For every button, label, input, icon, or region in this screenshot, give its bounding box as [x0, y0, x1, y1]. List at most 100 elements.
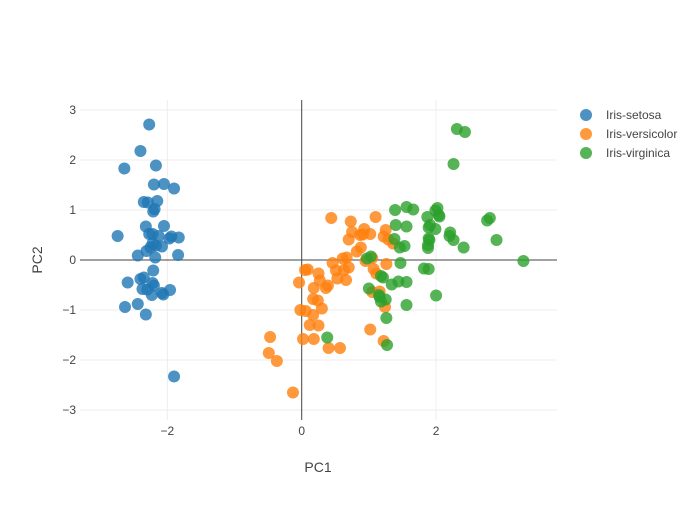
- iris-versicolor-point[interactable]: [299, 264, 312, 276]
- iris-virginica-point[interactable]: [407, 203, 420, 216]
- iris-virginica-point[interactable]: [458, 126, 471, 138]
- iris-virginica-point[interactable]: [389, 204, 402, 216]
- legend-item-iris-virginica[interactable]: Iris-virginica: [580, 146, 670, 160]
- legend-item-iris-versicolor[interactable]: Iris-versicolor: [580, 127, 677, 141]
- iris-virginica-point[interactable]: [422, 242, 435, 254]
- iris-virginica-point[interactable]: [400, 220, 413, 233]
- iris-versicolor-point[interactable]: [303, 319, 316, 331]
- y-tick-label: 0: [69, 253, 76, 267]
- iris-setosa-point[interactable]: [118, 162, 131, 175]
- iris-virginica-point[interactable]: [430, 289, 443, 302]
- iris-virginica-point[interactable]: [364, 250, 377, 263]
- iris-virginica-point[interactable]: [381, 339, 394, 351]
- legend[interactable]: Iris-setosa Iris-versicolor Iris-virginica: [580, 108, 677, 160]
- iris-setosa-point[interactable]: [147, 264, 160, 277]
- iris-virginica-point[interactable]: [400, 276, 413, 288]
- iris-setosa-point[interactable]: [143, 118, 156, 131]
- y-tick-label: −1: [62, 303, 76, 317]
- iris-versicolor-point[interactable]: [299, 305, 312, 317]
- iris-setosa-point[interactable]: [134, 145, 147, 157]
- iris-versicolor-point[interactable]: [364, 323, 377, 336]
- iris-virginica-point[interactable]: [447, 158, 460, 170]
- iris-versicolor-point[interactable]: [333, 342, 346, 354]
- iris-versicolor-point[interactable]: [350, 245, 363, 258]
- iris-setosa-point[interactable]: [168, 182, 181, 195]
- iris-setosa-point[interactable]: [155, 240, 168, 253]
- iris-setosa-point[interactable]: [172, 249, 185, 261]
- x-tick-label: 2: [433, 424, 440, 438]
- iris-virginica-point[interactable]: [517, 255, 530, 267]
- legend-label: Iris-versicolor: [606, 127, 677, 141]
- iris-versicolor-point[interactable]: [325, 212, 338, 224]
- iris-virginica-point[interactable]: [490, 234, 503, 246]
- iris-setosa-point[interactable]: [134, 273, 147, 285]
- iris-setosa-point[interactable]: [145, 289, 158, 301]
- iris-setosa-point[interactable]: [121, 276, 134, 289]
- iris-setosa-point[interactable]: [147, 205, 160, 218]
- iris-setosa-point[interactable]: [157, 178, 170, 190]
- iris-virginica-point[interactable]: [429, 223, 442, 235]
- iris-versicolor-point[interactable]: [380, 258, 393, 270]
- iris-setosa-point[interactable]: [168, 370, 181, 383]
- iris-virginica-point[interactable]: [433, 210, 446, 223]
- iris-virginica-point[interactable]: [376, 271, 389, 284]
- iris-virginica-point[interactable]: [380, 312, 393, 324]
- iris-versicolor-point[interactable]: [270, 355, 283, 367]
- iris-virginica-point[interactable]: [321, 331, 334, 344]
- legend-marker: [580, 147, 592, 159]
- iris-versicolor-point[interactable]: [307, 333, 320, 345]
- iris-setosa-point[interactable]: [149, 159, 162, 172]
- iris-setosa-point[interactable]: [119, 301, 132, 313]
- legend-label: Iris-setosa: [606, 108, 662, 122]
- iris-versicolor-point[interactable]: [262, 347, 275, 359]
- iris-versicolor-point[interactable]: [344, 215, 357, 228]
- iris-versicolor-point[interactable]: [369, 211, 382, 223]
- x-tick-label: −2: [160, 424, 174, 438]
- iris-virginica-point[interactable]: [389, 219, 402, 231]
- y-tick-label: 3: [69, 103, 76, 117]
- iris-versicolor-point[interactable]: [319, 282, 332, 294]
- y-tick-label: 1: [69, 203, 76, 217]
- iris-versicolor-point[interactable]: [342, 233, 355, 246]
- iris-setosa-point[interactable]: [164, 284, 177, 296]
- iris-versicolor-point[interactable]: [336, 252, 349, 265]
- iris-setosa-point[interactable]: [139, 308, 152, 321]
- iris-setosa-point[interactable]: [111, 230, 124, 242]
- iris-setosa-point[interactable]: [131, 298, 144, 310]
- iris-virginica-point[interactable]: [362, 282, 375, 295]
- iris-versicolor-point[interactable]: [364, 228, 377, 240]
- iris-versicolor-point[interactable]: [340, 274, 353, 286]
- iris-versicolor-point[interactable]: [297, 333, 310, 345]
- iris-virginica-point[interactable]: [394, 257, 407, 269]
- legend-marker: [580, 109, 592, 121]
- iris-versicolor-point[interactable]: [264, 331, 277, 343]
- y-tick-label: −2: [62, 353, 76, 367]
- iris-virginica-point[interactable]: [447, 234, 460, 246]
- iris-versicolor-point[interactable]: [293, 276, 306, 289]
- data-points: [111, 118, 530, 399]
- iris-versicolor-point[interactable]: [307, 282, 320, 294]
- iris-versicolor-point[interactable]: [322, 342, 335, 354]
- iris-setosa-point[interactable]: [157, 220, 170, 232]
- iris-virginica-point[interactable]: [393, 241, 406, 254]
- iris-versicolor-point[interactable]: [312, 319, 325, 332]
- iris-virginica-point[interactable]: [483, 212, 496, 224]
- iris-virginica-point[interactable]: [373, 291, 386, 303]
- iris-virginica-point[interactable]: [422, 263, 435, 275]
- legend-label: Iris-virginica: [606, 146, 670, 160]
- iris-versicolor-point[interactable]: [315, 302, 328, 315]
- iris-setosa-point[interactable]: [147, 178, 160, 191]
- iris-versicolor-point[interactable]: [354, 229, 367, 241]
- y-tick-label: −3: [62, 403, 76, 417]
- iris-setosa-point[interactable]: [131, 249, 144, 262]
- iris-virginica-point[interactable]: [457, 241, 470, 254]
- iris-setosa-point[interactable]: [172, 231, 185, 244]
- iris-setosa-point[interactable]: [149, 251, 162, 264]
- iris-versicolor-point[interactable]: [286, 386, 299, 399]
- legend-marker: [580, 128, 592, 140]
- legend-item-iris-setosa[interactable]: Iris-setosa: [580, 108, 662, 122]
- y-axis-title: PC2: [29, 246, 45, 273]
- iris-setosa-point[interactable]: [163, 232, 176, 245]
- iris-virginica-point[interactable]: [400, 299, 413, 311]
